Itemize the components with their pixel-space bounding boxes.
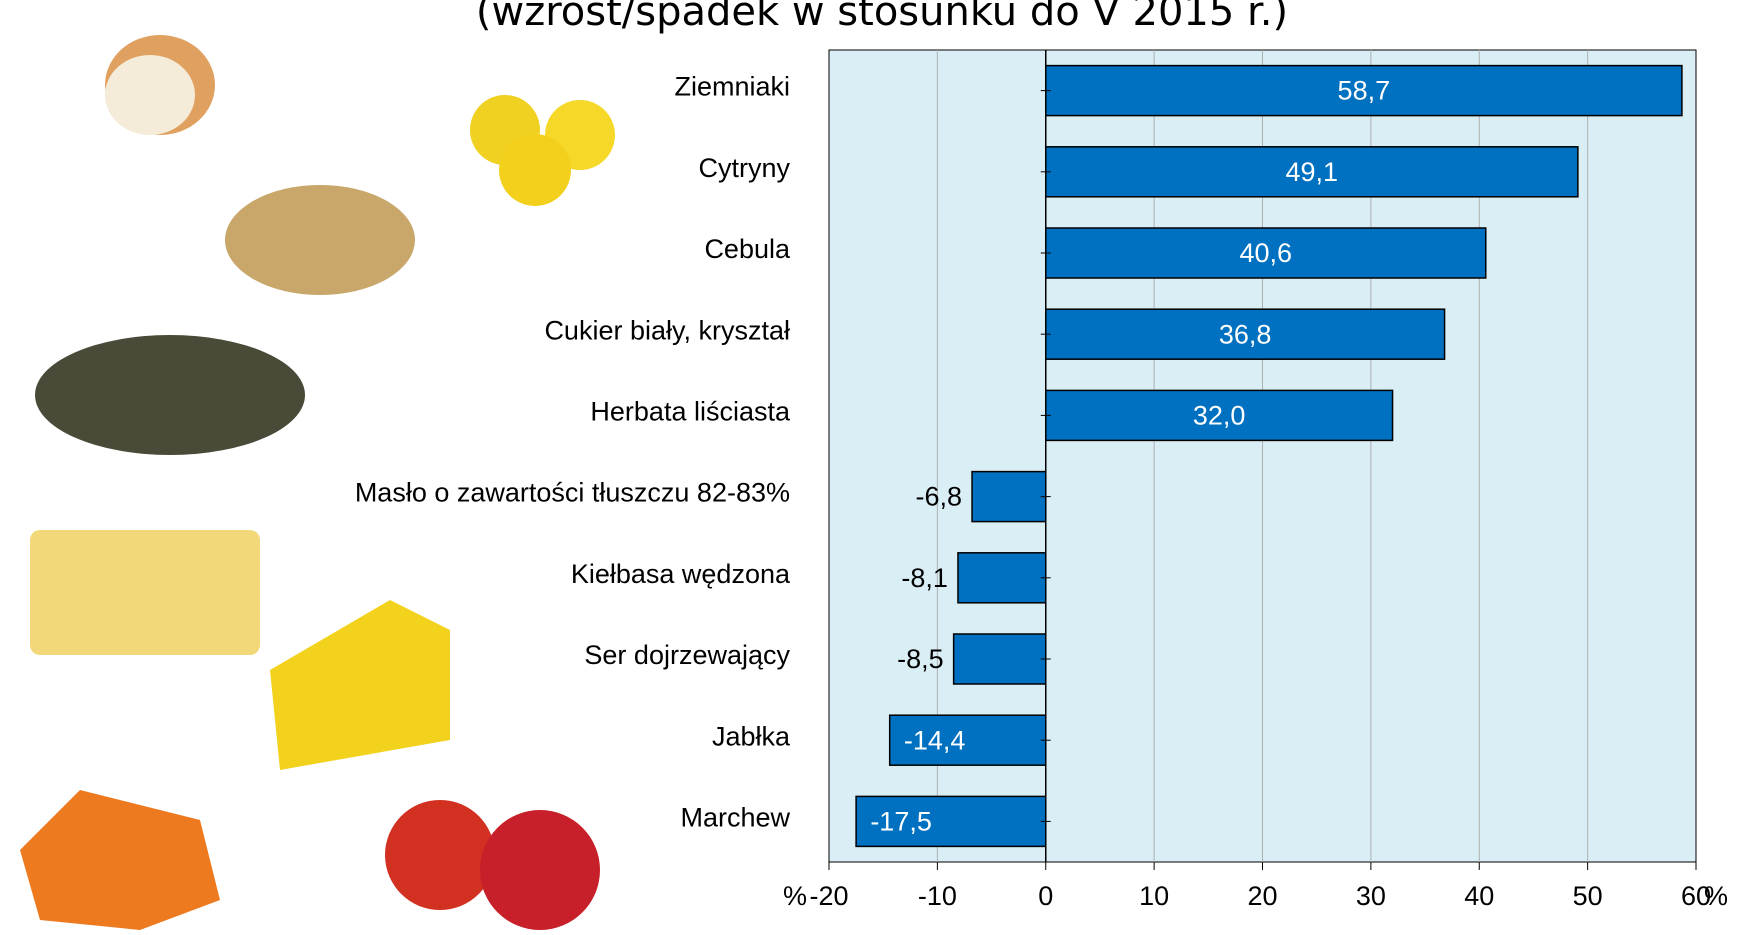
x-tick-label: -10 [918, 881, 957, 911]
bar [954, 634, 1046, 684]
chart-title: (wzrost/spadek w stosunku do V 2015 r.) [476, 0, 1288, 35]
x-unit-label: % [783, 881, 807, 911]
value-label: 49,1 [1286, 157, 1339, 187]
x-unit-label: % [1704, 881, 1728, 911]
chart: (wzrost/spadek w stosunku do V 2015 r.) … [0, 0, 1750, 935]
y-tick-label: Marchew [680, 803, 790, 833]
value-label: -8,5 [897, 644, 944, 674]
x-tick-label: 50 [1573, 881, 1603, 911]
y-tick-label: Ziemniaki [674, 72, 790, 102]
y-tick-label: Cytryny [698, 153, 790, 183]
y-tick-label: Kiełbasa wędzona [571, 559, 791, 589]
value-label: 40,6 [1239, 238, 1292, 268]
value-label: -6,8 [916, 482, 963, 512]
value-label: -14,4 [904, 725, 966, 755]
y-tick-label: Cebula [704, 234, 791, 264]
x-tick-label: 30 [1356, 881, 1386, 911]
y-tick-label: Cukier biały, kryształ [544, 315, 790, 345]
x-tick-label: -20 [809, 881, 848, 911]
value-label: 32,0 [1193, 401, 1246, 431]
y-tick-label: Jabłka [712, 721, 791, 751]
value-label: 58,7 [1338, 76, 1391, 106]
bar [972, 472, 1046, 522]
y-tick-label: Masło o zawartości tłuszczu 82-83% [355, 478, 790, 508]
value-label: -17,5 [870, 807, 932, 837]
x-tick-label: 40 [1464, 881, 1494, 911]
x-tick-label: 0 [1038, 881, 1053, 911]
bar [958, 553, 1046, 603]
value-label: 36,8 [1219, 319, 1272, 349]
y-tick-label: Ser dojrzewający [584, 640, 790, 670]
page: (wzrost/spadek w stosunku do V 2015 r.) … [0, 0, 1750, 935]
y-tick-label: Herbata liściasta [590, 397, 791, 427]
value-label: -8,1 [901, 563, 948, 593]
x-tick-label: 10 [1139, 881, 1169, 911]
x-tick-label: 20 [1247, 881, 1277, 911]
